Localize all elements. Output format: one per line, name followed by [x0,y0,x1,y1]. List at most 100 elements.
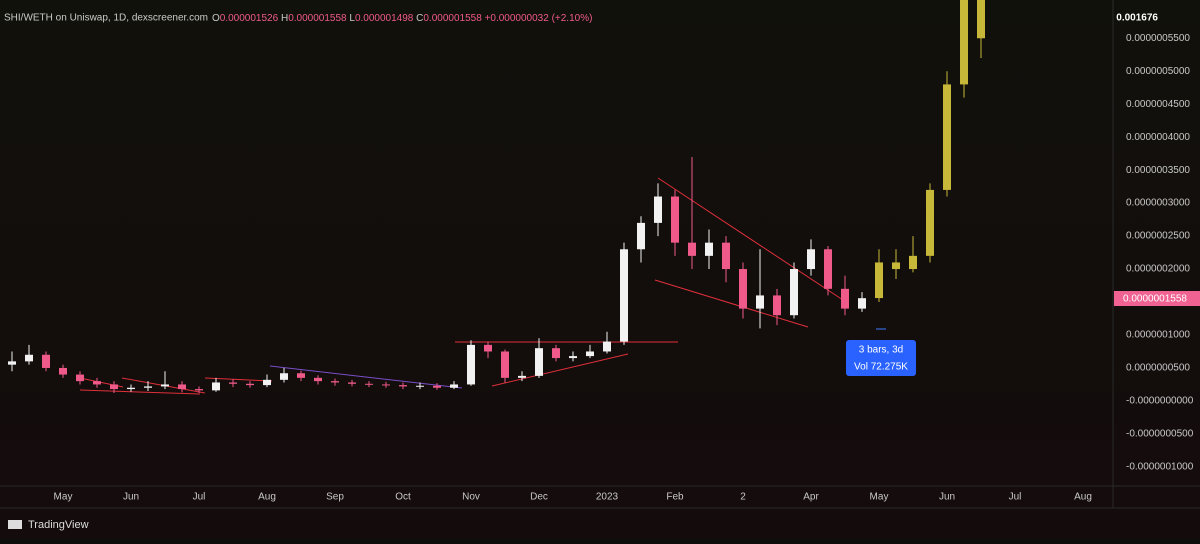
candle-body [807,249,815,270]
candle-body [841,288,849,309]
y-tick-label: 0.0000002500 [1126,231,1190,242]
candle-body [501,351,509,378]
y-tick-label: 0.0000005500 [1126,33,1190,44]
candle-body [892,262,900,270]
header-key: O [212,13,220,24]
candle-body [42,354,50,368]
candle-body [195,389,203,391]
x-tick-label: 2023 [596,492,619,503]
tooltip-line: Vol 72.275K [854,362,908,373]
candle-body [688,242,696,256]
candle-body [858,298,866,309]
y-tick-label: 0.0000004500 [1126,99,1190,110]
candle-body [977,0,985,39]
y-tick-label: -0.0000000500 [1126,429,1194,440]
tooltip [846,340,916,376]
header-value: 0.000001558 [423,13,482,24]
x-tick-label: Jul [193,492,206,503]
candle-body [467,344,475,385]
tooltip-line: 3 bars, 3d [859,345,903,356]
candle-body [909,255,917,270]
candle-body [654,196,662,223]
header-key: H [281,13,288,24]
y-tick-label: -0.0000000000 [1126,396,1194,407]
candle-body [399,385,407,387]
candle-body [110,384,118,390]
header-value: 0.000001526 [220,13,279,24]
candle-body [280,373,288,380]
x-tick-label: Sep [326,492,344,503]
x-tick-label: Nov [462,492,480,503]
y-tick-label: 0.0000000500 [1126,363,1190,374]
trendline [491,353,629,387]
candle-body [552,348,560,359]
candle-body [348,382,356,384]
candle-body [756,295,764,309]
candle-body [314,377,322,382]
candle-body [297,373,305,378]
logo-mark [8,520,22,529]
x-tick-label: Jul [1009,492,1022,503]
trendline [654,279,809,328]
candle-body [450,384,458,388]
candle-body [433,385,441,388]
header-key: C [416,13,423,24]
candle-body [705,242,713,256]
x-tick-label: Jun [123,492,139,503]
ohlc-header: O0.000001526 H0.000001558 L0.000001498 C… [212,13,592,24]
y-tick-label: 0.0000003500 [1126,165,1190,176]
candle-body [382,384,390,386]
y-tick-label: 0.0000003000 [1126,198,1190,209]
candle-body [535,348,543,376]
candle-body [127,387,135,390]
candle-body [875,262,883,299]
candle-body [518,375,526,378]
x-tick-label: Oct [395,492,411,503]
header-key: L [349,13,355,24]
candle-body [246,383,254,386]
y-tick-label: 0.0000002000 [1126,264,1190,275]
candle-body [229,382,237,384]
header-value: 0.000001558 [288,13,347,24]
candle-body [620,249,628,342]
x-tick-label: Dec [530,492,548,503]
top-price-label: 0.001676 [1116,13,1158,24]
x-tick-label: May [54,492,73,503]
header-value: +0.000000032 (+2.10%) [485,13,593,24]
footer-brand: TradingView [28,519,89,531]
trendline [269,365,463,389]
candle-body [569,356,577,359]
candle-body [484,344,492,352]
candle-body [960,0,968,85]
candle-body [586,351,594,357]
x-tick-label: 2 [740,492,746,503]
candle-body [790,269,798,316]
candle-body [739,269,747,309]
trendline [79,389,201,395]
candle-body [93,381,101,385]
candle-body [59,367,67,375]
candle-body [25,354,33,362]
candle-body [416,385,424,387]
y-tick-label: 0.0000001000 [1126,330,1190,341]
header-value: 0.000001498 [355,13,414,24]
candle-body [637,222,645,250]
chart-title: SHI/WETH on Uniswap, 1D, dexscreener.com [4,13,208,24]
candle-body [161,384,169,387]
candle-body [331,381,339,383]
candle-body [824,249,832,289]
y-tick-label: -0.0000001000 [1126,462,1194,473]
y-tick-label: 0.0000004000 [1126,132,1190,143]
x-tick-label: Aug [1074,492,1092,503]
candle-body [943,84,951,190]
price-tag-label: 0.0000001558 [1123,294,1187,305]
y-tick-label: 0.0000005000 [1126,66,1190,77]
candle-body [144,386,152,388]
x-tick-label: Apr [803,492,819,503]
trendline [657,177,844,301]
x-tick-label: Feb [666,492,684,503]
price-tag [1114,291,1200,306]
